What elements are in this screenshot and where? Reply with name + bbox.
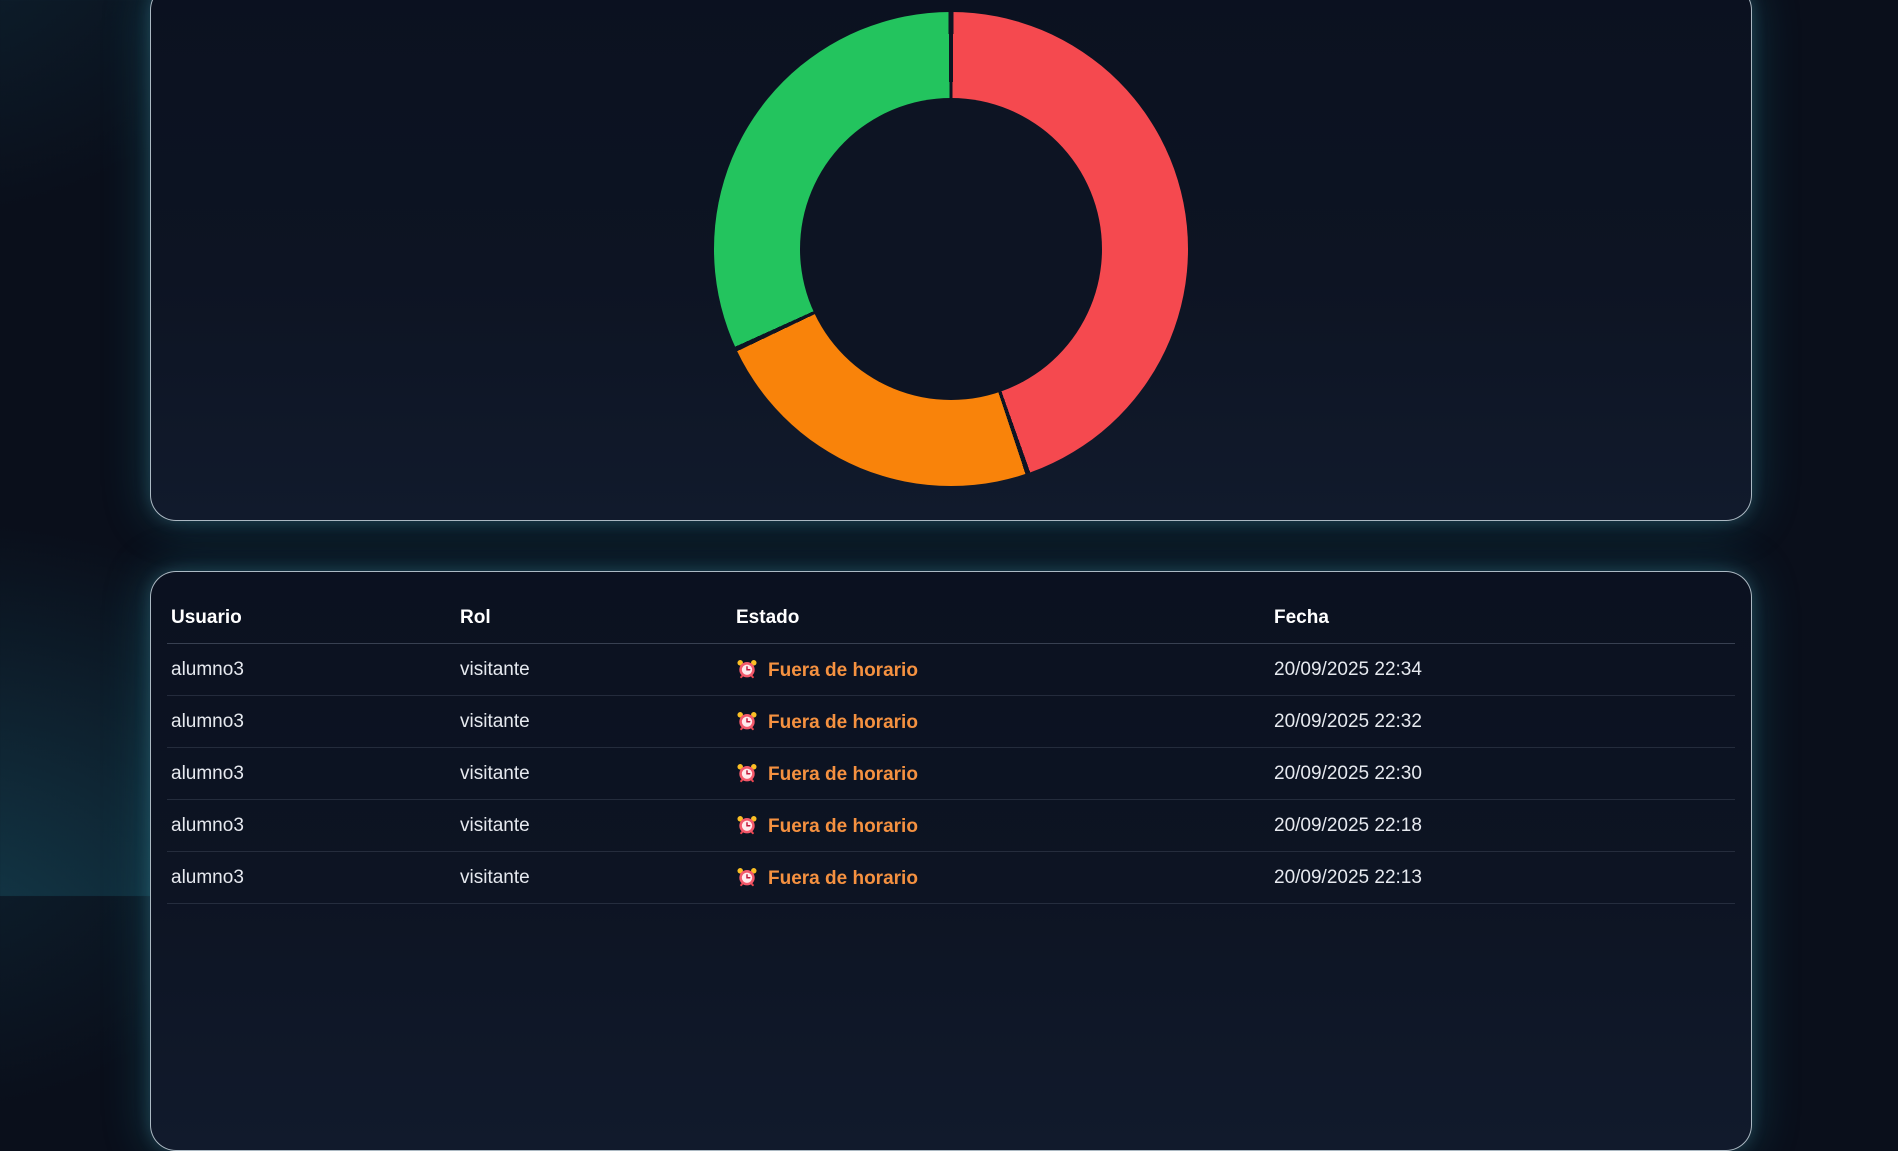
- estado-label: Fuera de horario: [768, 815, 918, 837]
- table-row: alumno3 visitante Fuera de horario 20/09/2…: [167, 799, 1735, 852]
- cell-usuario: alumno3: [167, 695, 456, 748]
- estado-label: Fuera de horario: [768, 711, 918, 733]
- cell-usuario: alumno3: [167, 643, 456, 696]
- column-header-rol: Rol: [456, 592, 732, 644]
- cell-rol: visitante: [456, 643, 732, 696]
- cell-fecha: 20/09/2025 22:18: [1270, 799, 1735, 852]
- cell-estado: Fuera de horario: [732, 643, 1270, 696]
- cell-estado: Fuera de horario: [732, 799, 1270, 852]
- cell-estado: Fuera de horario: [732, 747, 1270, 800]
- alarm-clock-icon: [736, 814, 758, 836]
- alarm-clock-icon: [736, 866, 758, 888]
- estado-label: Fuera de horario: [768, 763, 918, 785]
- chart-card: [150, 0, 1752, 521]
- cell-rol: visitante: [456, 851, 732, 904]
- donut-chart-area: [714, 12, 1188, 486]
- cell-usuario: alumno3: [167, 747, 456, 800]
- table-row: alumno3 visitante Fuera de horario 20/09/2…: [167, 747, 1735, 800]
- cell-estado: Fuera de horario: [732, 695, 1270, 748]
- alarm-clock-icon: [736, 658, 758, 680]
- alarm-clock-icon: [736, 710, 758, 732]
- table-row: alumno3 visitante Fuera de horario 20/09/2…: [167, 695, 1735, 748]
- column-header-estado: Estado: [732, 592, 1270, 644]
- table-row: alumno3 visitante Fuera de horario 20/09/2…: [167, 643, 1735, 696]
- alarm-clock-icon: [736, 762, 758, 784]
- cell-fecha: 20/09/2025 22:30: [1270, 747, 1735, 800]
- cell-fecha: 20/09/2025 22:13: [1270, 851, 1735, 904]
- donut-hole: [800, 98, 1102, 400]
- cell-fecha: 20/09/2025 22:32: [1270, 695, 1735, 748]
- cell-rol: visitante: [456, 747, 732, 800]
- activity-table-card: Usuario Rol Estado Fecha alumno3 visitant…: [150, 571, 1752, 1151]
- cell-usuario: alumno3: [167, 799, 456, 852]
- column-header-fecha: Fecha: [1270, 592, 1735, 644]
- cell-estado: Fuera de horario: [732, 851, 1270, 904]
- table-header-row: Usuario Rol Estado Fecha: [167, 592, 1735, 644]
- activity-table: Usuario Rol Estado Fecha alumno3 visitant…: [167, 592, 1735, 904]
- cell-fecha: 20/09/2025 22:34: [1270, 643, 1735, 696]
- cell-rol: visitante: [456, 799, 732, 852]
- column-header-usuario: Usuario: [167, 592, 456, 644]
- estado-label: Fuera de horario: [768, 659, 918, 681]
- estado-label: Fuera de horario: [768, 867, 918, 889]
- cell-rol: visitante: [456, 695, 732, 748]
